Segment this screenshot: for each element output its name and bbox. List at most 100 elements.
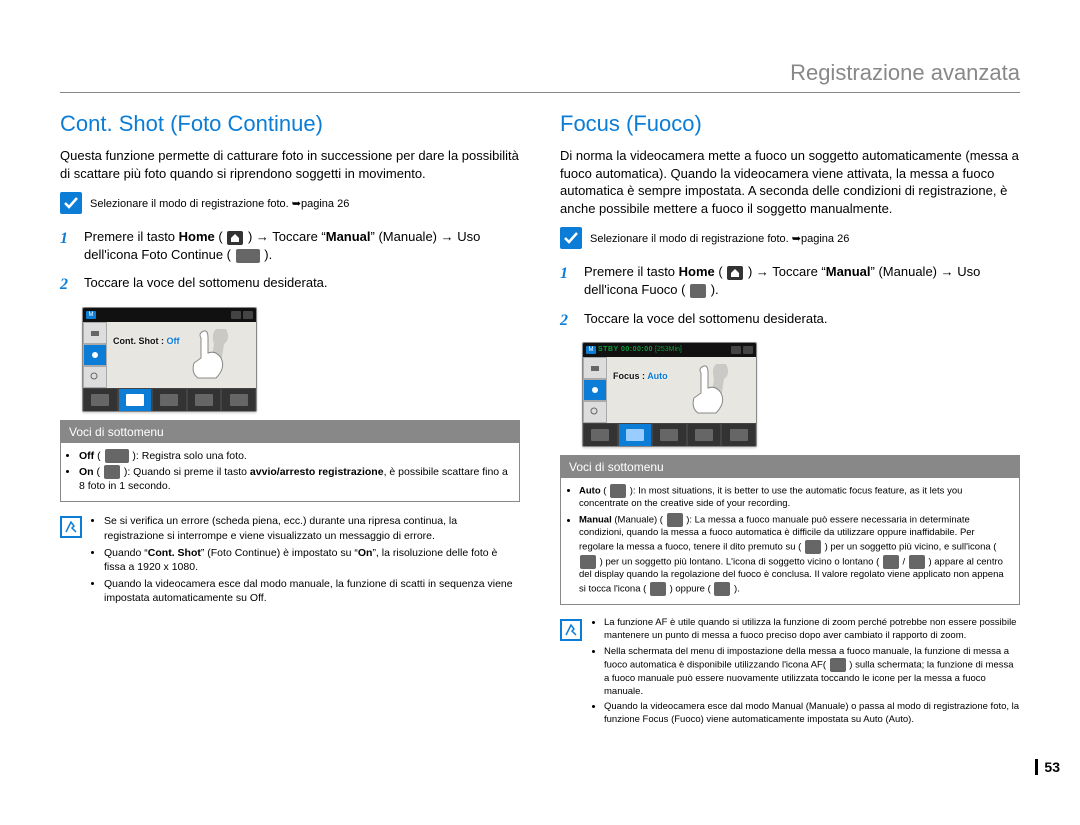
list-item: Nella schermata del menu di impostazione… bbox=[604, 646, 1020, 699]
note-body-right: La funzione AF è utile quando si utilizz… bbox=[590, 617, 1020, 730]
mode-badge: M bbox=[86, 311, 96, 319]
near-indicator-icon bbox=[883, 555, 899, 569]
screenshot-body: Cont. Shot : Off bbox=[83, 322, 256, 388]
step: 2 Toccare la voce del sottomenu desiderat… bbox=[560, 310, 1020, 332]
sidebar-photo-icon bbox=[583, 379, 607, 401]
screenshot-dock bbox=[583, 423, 756, 447]
home-icon bbox=[227, 231, 243, 245]
camera-screenshot-right: M STBY 00:00:00 [253Min] Focus : Auto bbox=[582, 342, 757, 447]
page-number: 53 bbox=[1035, 759, 1060, 775]
touch-hand-icon bbox=[186, 328, 231, 383]
note-box-right: La funzione AF è utile quando si utilizz… bbox=[560, 617, 1020, 730]
focus-near-icon bbox=[805, 540, 821, 554]
manual-page: Registrazione avanzata Cont. Shot (Foto … bbox=[0, 0, 1080, 825]
step-text: Premere il tasto Home ( ) → Toccare “Man… bbox=[584, 263, 1020, 299]
section-title-left: Cont. Shot (Foto Continue) bbox=[60, 111, 520, 137]
list-item: Manual (Manuale) ( ): La messa a fuoco m… bbox=[579, 513, 1011, 596]
step-number: 1 bbox=[560, 263, 574, 299]
intro-left: Questa funzione permette di catturare fo… bbox=[60, 147, 520, 182]
focus-manual-small-icon bbox=[667, 513, 683, 527]
section-title-right: Focus (Fuoco) bbox=[560, 111, 1020, 137]
precheck-right: Selezionare il modo di registrazione fot… bbox=[560, 227, 1020, 249]
af-icon bbox=[830, 658, 846, 672]
sidebar-zoom-icon bbox=[583, 401, 607, 423]
list-item: Off ( ): Registra solo una foto. bbox=[79, 449, 511, 463]
step: 1 Premere il tasto Home ( ) → Toccare “Ma… bbox=[560, 263, 1020, 299]
dock-item bbox=[187, 388, 222, 412]
dock-item bbox=[721, 423, 756, 447]
submenu-box-right: Voci di sottomenu Auto ( ): In most situ… bbox=[560, 455, 1020, 605]
dock-item bbox=[583, 423, 618, 447]
screenshot-setting-label: Focus : Auto bbox=[613, 371, 668, 381]
mode-badge: M bbox=[586, 346, 596, 354]
screenshot-sidebar bbox=[583, 357, 607, 423]
step: 1 Premere il tasto Home ( ) → Toccare “Ma… bbox=[60, 228, 520, 264]
list-item: La funzione AF è utile quando si utilizz… bbox=[604, 617, 1020, 643]
two-column-layout: Cont. Shot (Foto Continue) Questa funzio… bbox=[60, 111, 1020, 730]
cont-shot-off-icon bbox=[236, 249, 260, 263]
battery-icon bbox=[243, 311, 253, 319]
left-column: Cont. Shot (Foto Continue) Questa funzio… bbox=[60, 111, 520, 730]
step-number: 2 bbox=[60, 274, 74, 296]
screenshot-topbar: M bbox=[83, 308, 256, 322]
note-icon bbox=[60, 516, 82, 538]
cont-shot-off-small-icon bbox=[105, 449, 129, 463]
note-icon bbox=[560, 619, 582, 641]
submenu-header-left: Voci di sottomenu bbox=[61, 421, 519, 443]
chapter-title: Registrazione avanzata bbox=[60, 60, 1020, 93]
focus-far-icon bbox=[580, 555, 596, 569]
status-indicator-icon bbox=[231, 311, 241, 319]
intro-right: Di norma la videocamera mette a fuoco un… bbox=[560, 147, 1020, 217]
submenu-box-left: Voci di sottomenu Off ( ): Registra solo… bbox=[60, 420, 520, 503]
step-number: 1 bbox=[60, 228, 74, 264]
list-item: Se si verifica un errore (scheda piena, … bbox=[104, 514, 520, 542]
focus-near-icon2 bbox=[650, 582, 666, 596]
battery-icon bbox=[743, 346, 753, 354]
submenu-header-right: Voci di sottomenu bbox=[561, 456, 1019, 478]
touch-hand-icon bbox=[686, 363, 731, 418]
sidebar-photo-icon bbox=[83, 344, 107, 366]
dock-item bbox=[221, 388, 256, 412]
camera-screenshot-left: M Cont. Shot : Off bbox=[82, 307, 257, 412]
screenshot-setting-label: Cont. Shot : Off bbox=[113, 336, 180, 346]
focus-auto-small-icon bbox=[610, 484, 626, 498]
dock-item-selected bbox=[618, 423, 653, 447]
dock-item bbox=[652, 423, 687, 447]
right-column: Focus (Fuoco) Di norma la videocamera me… bbox=[560, 111, 1020, 730]
step-text: Premere il tasto Home ( ) → Toccare “Man… bbox=[84, 228, 520, 264]
focus-icon bbox=[690, 284, 706, 298]
cont-shot-on-small-icon bbox=[104, 465, 120, 479]
sidebar-camera-icon bbox=[83, 322, 107, 344]
screenshot-sidebar bbox=[83, 322, 107, 388]
step-number: 2 bbox=[560, 310, 574, 332]
submenu-body-left: Off ( ): Registra solo una foto. On ( ): … bbox=[61, 443, 519, 502]
far-indicator-icon bbox=[909, 555, 925, 569]
screenshot-topbar: M STBY 00:00:00 [253Min] bbox=[583, 343, 756, 357]
checkmark-icon bbox=[560, 227, 582, 249]
list-item: On ( ): Quando si preme il tasto avvio/a… bbox=[79, 465, 511, 493]
stby-label: STBY 00:00:00 bbox=[598, 346, 653, 353]
step-text: Toccare la voce del sottomenu desiderata… bbox=[584, 310, 828, 332]
dock-item bbox=[83, 388, 118, 412]
precheck-text-left: Selezionare il modo di registrazione fot… bbox=[90, 197, 349, 210]
home-icon bbox=[727, 266, 743, 280]
sidebar-camera-icon bbox=[583, 357, 607, 379]
focus-far-icon2 bbox=[714, 582, 730, 596]
note-box-left: Se si verifica un errore (scheda piena, … bbox=[60, 514, 520, 608]
list-item: Quando la videocamera esce dal modo manu… bbox=[104, 577, 520, 605]
step: 2 Toccare la voce del sottomenu desiderat… bbox=[60, 274, 520, 296]
screenshot-body: Focus : Auto bbox=[583, 357, 756, 423]
step-text: Toccare la voce del sottomenu desiderata… bbox=[84, 274, 328, 296]
list-item: Quando “Cont. Shot” (Foto Continue) è im… bbox=[104, 546, 520, 574]
list-item: Quando la videocamera esce dal modo Manu… bbox=[604, 701, 1020, 727]
dock-item-selected bbox=[118, 388, 153, 412]
list-item: Auto ( ): In most situations, it is bett… bbox=[579, 484, 1011, 511]
checkmark-icon bbox=[60, 192, 82, 214]
note-body-left: Se si verifica un errore (scheda piena, … bbox=[90, 514, 520, 608]
precheck-left: Selezionare il modo di registrazione fot… bbox=[60, 192, 520, 214]
precheck-text-right: Selezionare il modo di registrazione fot… bbox=[590, 232, 849, 245]
dock-item bbox=[687, 423, 722, 447]
status-indicator-icon bbox=[731, 346, 741, 354]
submenu-body-right: Auto ( ): In most situations, it is bett… bbox=[561, 478, 1019, 604]
sidebar-zoom-icon bbox=[83, 366, 107, 388]
